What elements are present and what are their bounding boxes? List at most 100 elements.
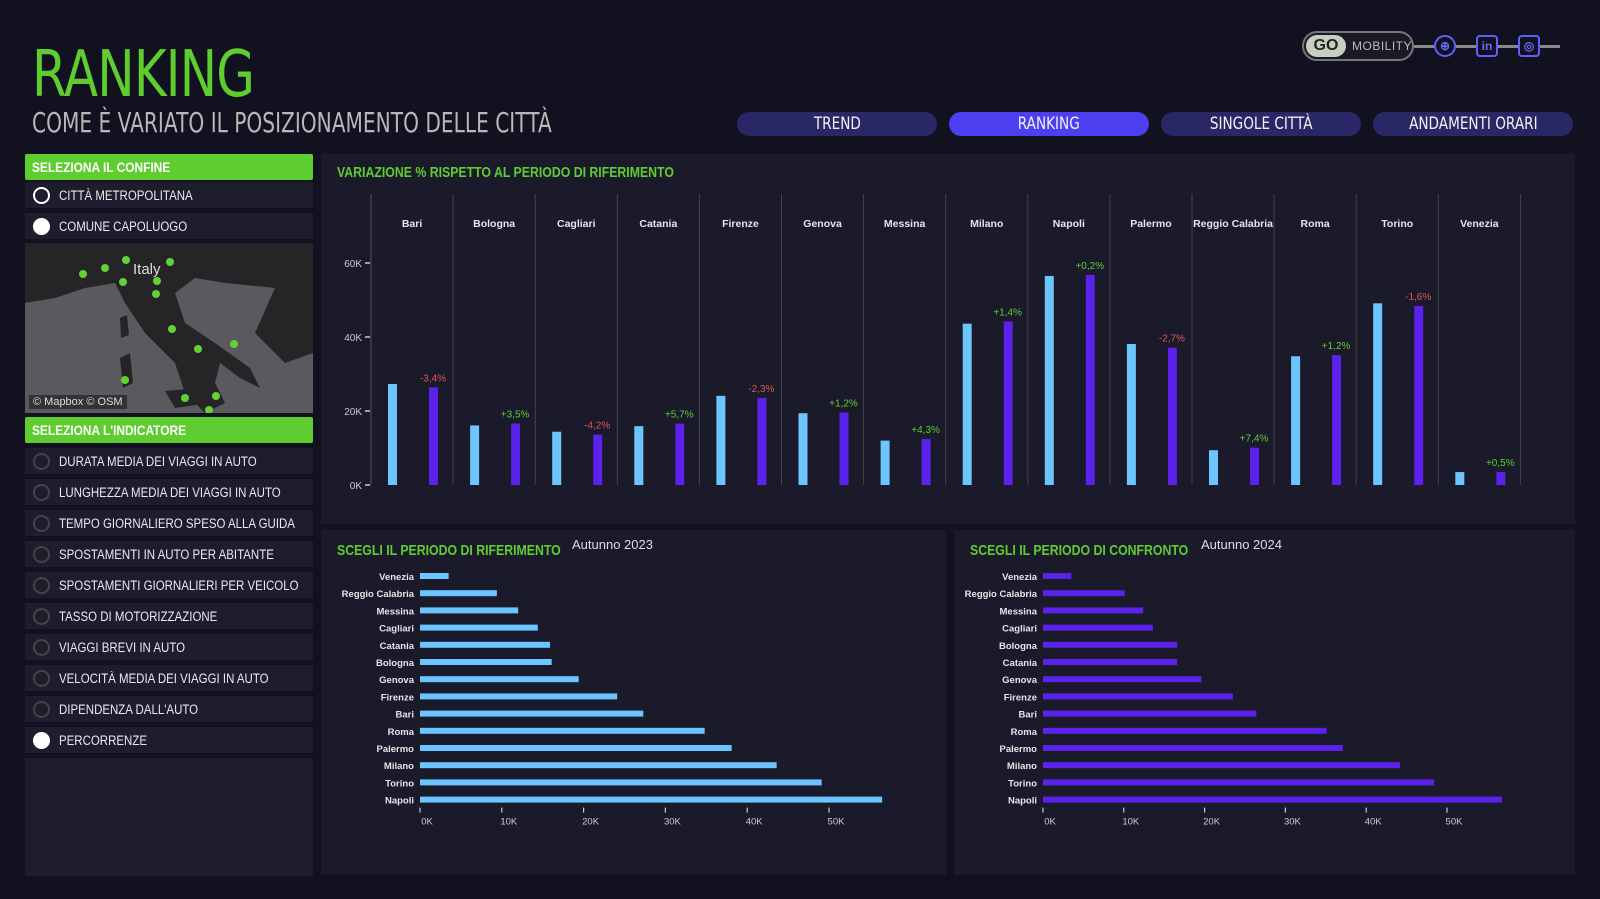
indicatore-option[interactable]: DIPENDENZA DALL'AUTO [25, 696, 313, 722]
bar-comparison[interactable] [921, 439, 931, 485]
bar[interactable] [420, 693, 618, 700]
bar[interactable] [420, 762, 777, 769]
bar[interactable] [1043, 590, 1125, 597]
bar[interactable] [1043, 779, 1435, 786]
map-attribution[interactable]: © Mapbox © OSM [29, 395, 127, 409]
bar-comparison[interactable] [1250, 447, 1259, 485]
bar-comparison[interactable] [1414, 305, 1424, 485]
category-label: Roma [1301, 218, 1330, 230]
tab-ranking[interactable]: RANKING [949, 112, 1149, 136]
indicatore-option[interactable]: VIAGGI BREVI IN AUTO [25, 634, 313, 660]
bar[interactable] [420, 779, 822, 786]
indicatore-option[interactable]: VELOCITÀ MEDIA DEI VIAGGI IN AUTO [25, 665, 313, 691]
bar-comparison[interactable] [511, 423, 521, 485]
bar-reference[interactable] [552, 431, 562, 485]
page-title: RANKING [32, 38, 255, 112]
bar-reference[interactable] [1373, 303, 1383, 485]
tab-trend[interactable]: TREND [737, 112, 937, 136]
bar[interactable] [420, 624, 538, 631]
bar[interactable] [1043, 710, 1257, 717]
radio-icon[interactable] [33, 452, 50, 470]
bar-reference[interactable] [388, 383, 397, 485]
indicatore-option[interactable]: SPOSTAMENTI GIORNALIERI PER VEICOLO [25, 572, 313, 598]
variation-label: -2,3% [748, 384, 774, 395]
bar-reference[interactable] [880, 440, 890, 485]
bar[interactable] [1043, 745, 1343, 751]
bar[interactable] [420, 590, 497, 597]
bar[interactable] [420, 607, 519, 614]
bar-reference[interactable] [1044, 275, 1054, 485]
indicatore-option[interactable]: TEMPO GIORNALIERO SPESO ALLA GUIDA [25, 510, 313, 536]
bar-comparison[interactable] [1332, 355, 1342, 485]
tab-andamenti-orari[interactable]: ANDAMENTI ORARI [1373, 112, 1573, 136]
bar-comparison[interactable] [1496, 472, 1506, 485]
bar-reference[interactable] [470, 425, 480, 485]
indicatore-option[interactable]: PERCORRENZE [25, 727, 313, 753]
radio-icon[interactable] [33, 483, 50, 501]
confine-option-citta-metropolitana[interactable]: CITTÀ METROPOLITANA [25, 182, 313, 208]
bar[interactable] [420, 710, 644, 717]
indicatore-option[interactable]: LUNGHEZZA MEDIA DEI VIAGGI IN AUTO [25, 479, 313, 505]
radio-icon[interactable] [33, 700, 50, 718]
bar[interactable] [420, 727, 705, 734]
bar[interactable] [1043, 727, 1327, 734]
bar-comparison[interactable] [1085, 274, 1095, 485]
x-tick-label: 40K [1365, 817, 1383, 828]
bar[interactable] [420, 745, 732, 751]
indicatore-option[interactable]: SPOSTAMENTI IN AUTO PER ABITANTE [25, 541, 313, 567]
bar[interactable] [1043, 641, 1178, 648]
radio-icon[interactable] [33, 607, 50, 625]
instagram-icon[interactable]: ◎ [1518, 35, 1540, 57]
bar-reference[interactable] [1126, 344, 1136, 485]
bar[interactable] [420, 676, 579, 683]
radio-icon[interactable] [33, 514, 50, 532]
bar-reference[interactable] [962, 323, 972, 485]
bar-reference[interactable] [1209, 450, 1218, 485]
radio-selected-icon[interactable] [33, 731, 50, 749]
bar-comparison[interactable] [429, 387, 438, 485]
tab-singole-citta[interactable]: SINGOLE CITTÀ [1161, 112, 1361, 136]
bar-reference[interactable] [798, 413, 808, 485]
category-label: Roma [1011, 727, 1038, 738]
bar-comparison[interactable] [757, 398, 767, 485]
linkedin-icon[interactable]: in [1476, 35, 1498, 57]
bar-comparison[interactable] [675, 423, 685, 485]
confine-option-comune-capoluogo[interactable]: COMUNE CAPOLUOGO [25, 213, 313, 239]
bar[interactable] [1043, 573, 1072, 579]
bar[interactable] [420, 659, 552, 665]
bar-reference[interactable] [716, 395, 726, 485]
globe-icon[interactable]: ⊕ [1434, 35, 1456, 57]
radio-icon[interactable] [33, 545, 50, 563]
bar[interactable] [1043, 624, 1153, 631]
radio-icon[interactable] [33, 638, 50, 656]
gomobility-logo[interactable]: GO MOBILITY [1302, 31, 1414, 61]
bar[interactable] [420, 573, 449, 579]
bar-reference[interactable] [1291, 356, 1301, 485]
indicatore-option[interactable]: TASSO DI MOTORIZZAZIONE [25, 603, 313, 629]
bar[interactable] [1043, 762, 1401, 769]
radio-selected-icon[interactable] [33, 217, 50, 235]
bar[interactable] [1043, 796, 1502, 803]
bar[interactable] [1043, 676, 1202, 683]
reference-period-select[interactable]: Autunno 2023 [572, 537, 653, 552]
bar[interactable] [420, 796, 883, 803]
radio-icon[interactable] [33, 186, 50, 204]
bar[interactable] [1043, 693, 1233, 700]
brand-bar: GO MOBILITY ⊕ in ◎ [1302, 31, 1560, 61]
radio-icon[interactable] [33, 576, 50, 594]
bar-comparison[interactable] [1003, 321, 1013, 485]
bar[interactable] [1043, 659, 1178, 665]
bar[interactable] [1043, 607, 1144, 614]
italy-map[interactable]: Italy © Mapbox © OSM [25, 243, 313, 413]
bar[interactable] [420, 641, 551, 648]
category-label: Milano [1007, 761, 1037, 772]
bar-reference[interactable] [634, 426, 644, 485]
bar-comparison[interactable] [839, 412, 849, 485]
bar-comparison[interactable] [593, 434, 603, 485]
indicatore-option[interactable]: DURATA MEDIA DEI VIAGGI IN AUTO [25, 448, 313, 474]
bar-comparison[interactable] [1167, 347, 1177, 485]
comparison-period-select[interactable]: Autunno 2024 [1201, 537, 1282, 552]
bar-reference[interactable] [1455, 472, 1465, 485]
divider-line [1414, 44, 1434, 48]
radio-icon[interactable] [33, 669, 50, 687]
